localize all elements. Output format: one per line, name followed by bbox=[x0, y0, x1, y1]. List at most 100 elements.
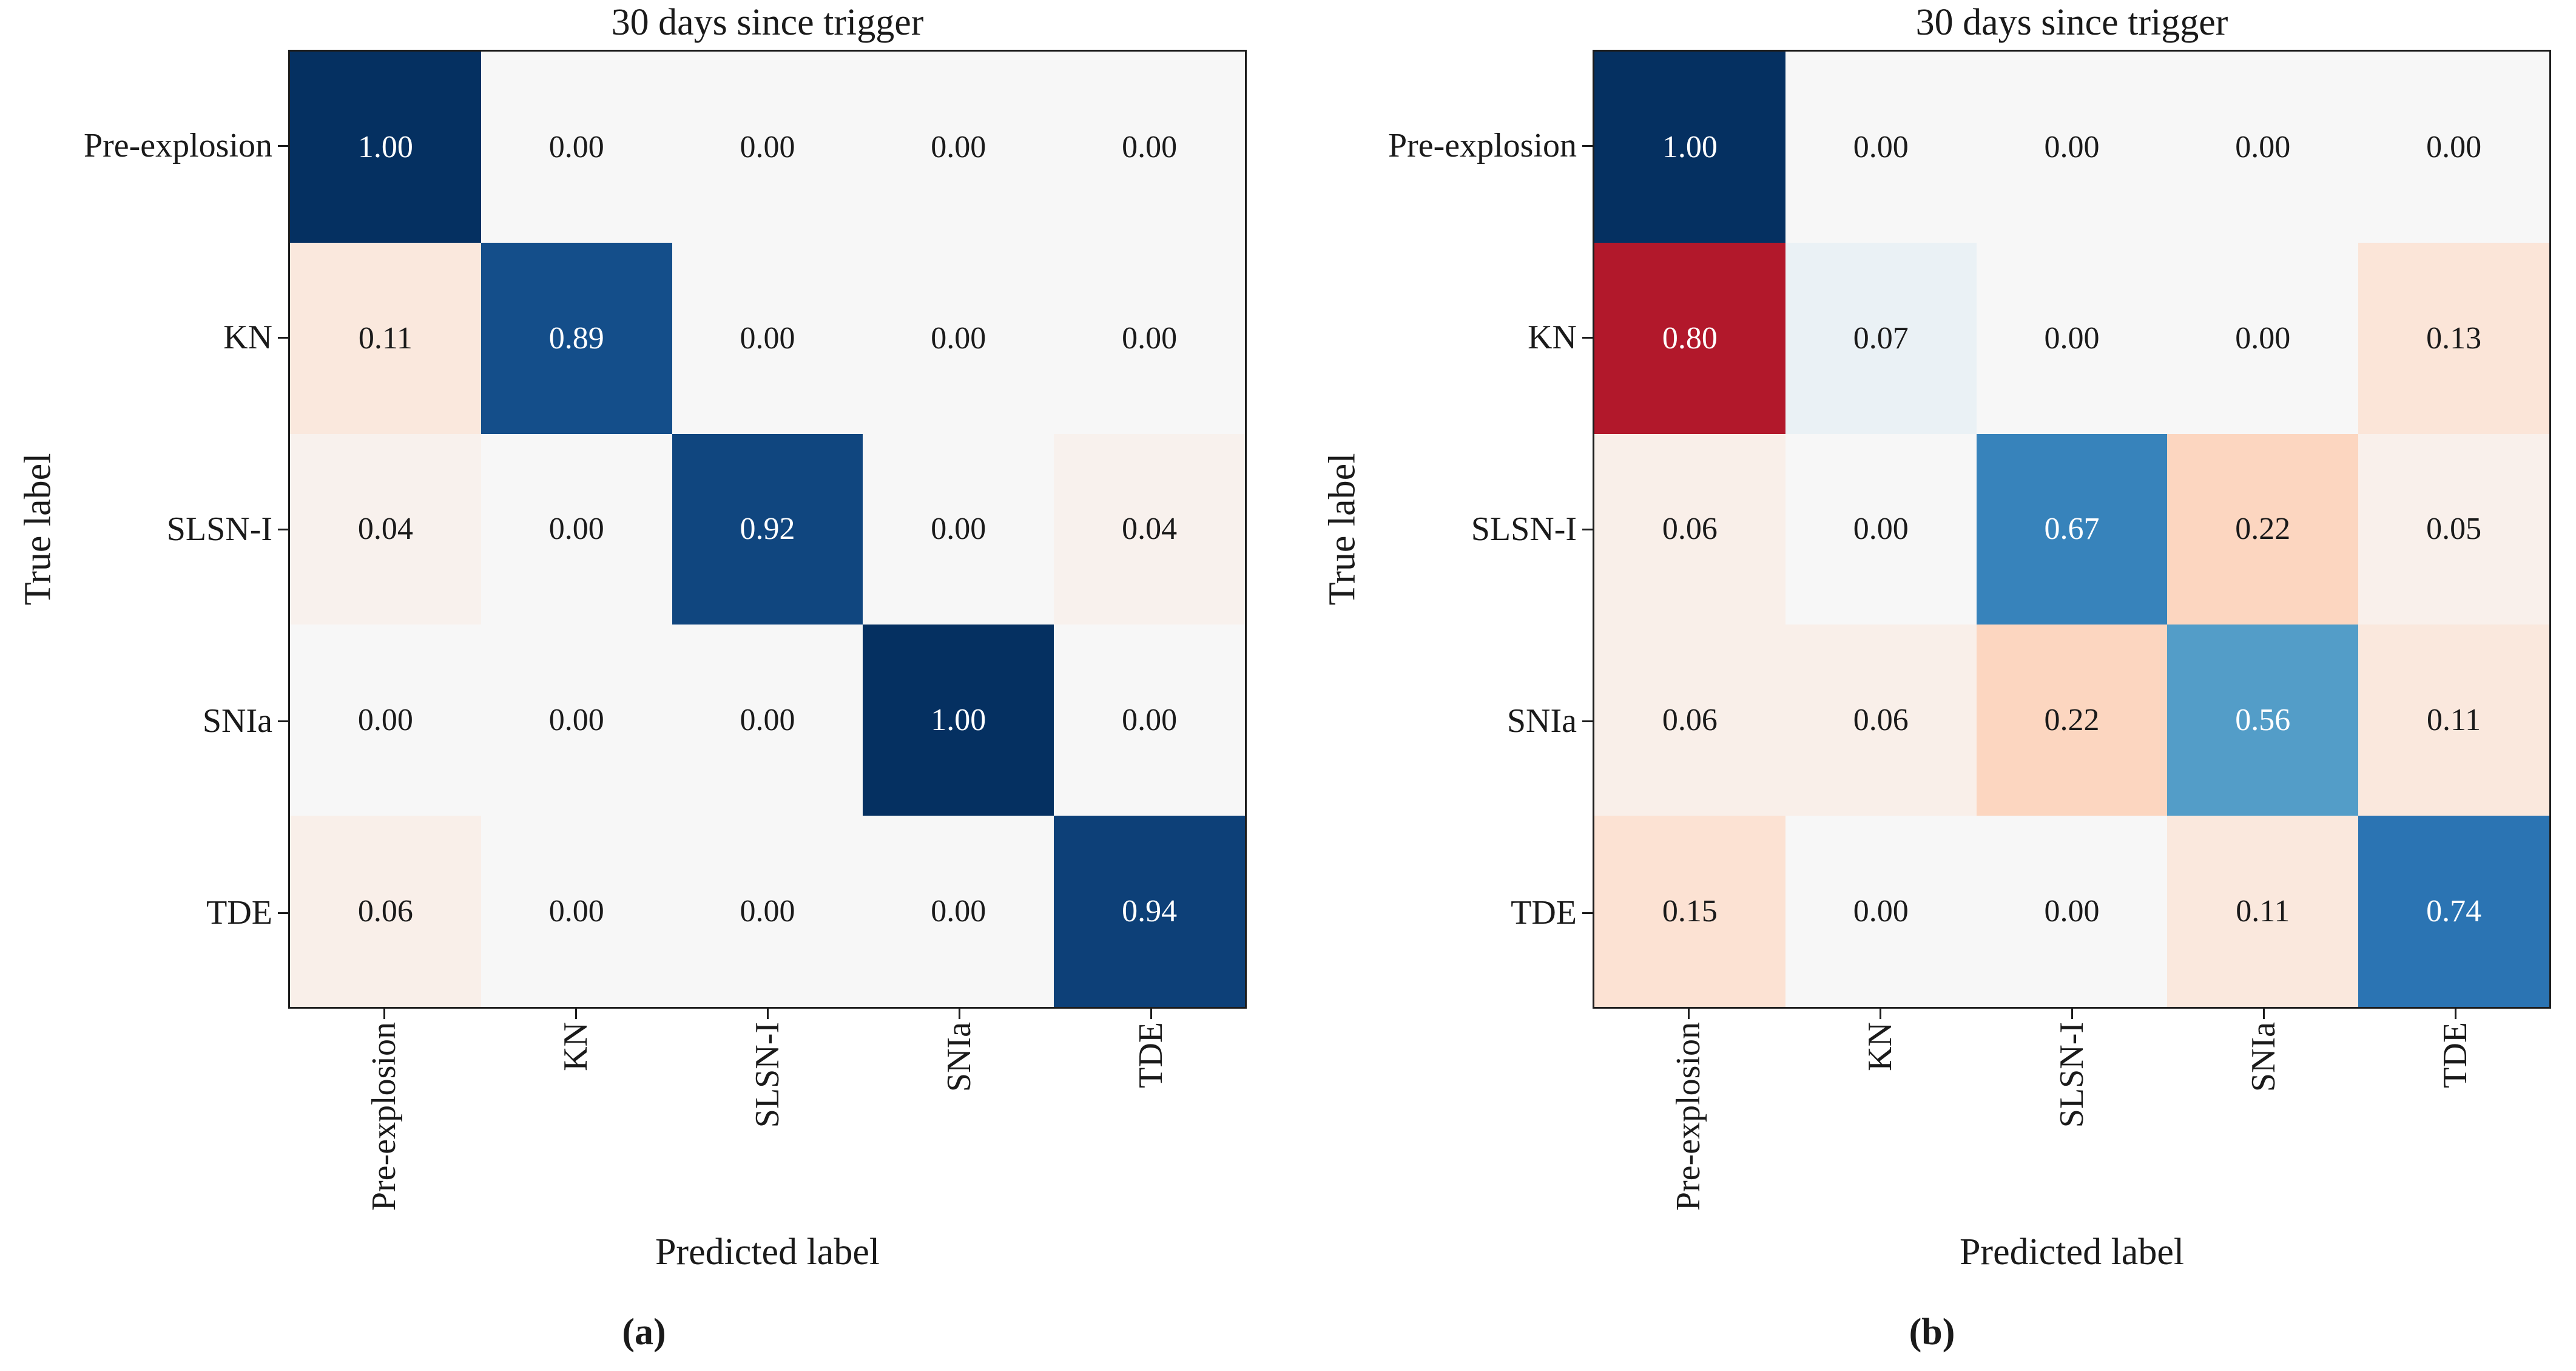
matrix-cell: 0.00 bbox=[480, 816, 672, 1007]
panel-b: 30 days since trigger True label Pre-exp… bbox=[1288, 0, 2576, 1371]
matrix-cell: 0.15 bbox=[1594, 816, 1785, 1007]
y-tick-label: SNIa bbox=[202, 702, 272, 740]
subfigure-caption: (b) bbox=[1288, 1311, 2576, 1354]
matrix-cell: 0.00 bbox=[672, 242, 863, 434]
matrix-cell: 0.00 bbox=[1785, 816, 1977, 1007]
y-tick-label: Pre-explosion bbox=[1387, 127, 1577, 164]
confusion-matrix-heatmap: 1.00 0.00 0.00 0.00 0.00 0.11 0.89 0.00 0.00 0.00… bbox=[288, 50, 1247, 1009]
x-tick-labels: Pre-explosion KN SLSN-I SNIa TDE bbox=[288, 1022, 1247, 1211]
y-axis-tick bbox=[278, 336, 288, 339]
confusion-matrix-heatmap: 1.00 0.00 0.00 0.00 0.00 0.80 0.07 0.00 0.00 0.13… bbox=[1593, 50, 2551, 1009]
y-axis-tick bbox=[1582, 144, 1593, 147]
matrix-cell: 0.06 bbox=[1785, 625, 1977, 816]
matrix-cell: 0.00 bbox=[2358, 52, 2549, 243]
y-tick-label: Pre-explosion bbox=[83, 127, 272, 164]
matrix-cell: 0.89 bbox=[480, 242, 672, 434]
matrix-cell: 0.06 bbox=[1594, 625, 1785, 816]
matrix-cell: 0.00 bbox=[672, 52, 863, 243]
y-tick-label: SLSN-I bbox=[166, 510, 272, 548]
matrix-cell: 0.04 bbox=[290, 433, 481, 625]
x-axis-tick bbox=[2071, 1009, 2073, 1019]
matrix-cell: 0.00 bbox=[672, 816, 863, 1007]
matrix-cell: 1.00 bbox=[290, 52, 481, 243]
y-axis-tick bbox=[1582, 336, 1593, 339]
matrix-cell: 0.11 bbox=[2167, 816, 2359, 1007]
matrix-cell: 0.00 bbox=[480, 625, 672, 816]
matrix-cell: 0.00 bbox=[1785, 52, 1977, 243]
x-tick-label: Pre-explosion bbox=[1670, 1022, 1707, 1211]
subfigure-caption-text: (a) bbox=[622, 1312, 666, 1353]
matrix-cell: 0.00 bbox=[1976, 242, 2168, 434]
x-tick-label: Pre-explosion bbox=[365, 1022, 403, 1211]
subfigure-caption-text: (b) bbox=[1909, 1312, 1955, 1353]
y-axis-tick bbox=[1582, 720, 1593, 722]
x-tick-label: SNIa bbox=[2245, 1022, 2282, 1092]
matrix-cell: 0.00 bbox=[480, 433, 672, 625]
matrix-cell: 0.00 bbox=[1054, 52, 1245, 243]
subfigure-caption: (a) bbox=[0, 1311, 1288, 1354]
matrix-cell: 0.22 bbox=[1976, 625, 2168, 816]
matrix-cell: 0.06 bbox=[1594, 433, 1785, 625]
x-tick-label: KN bbox=[557, 1022, 595, 1071]
x-axis-tick bbox=[1687, 1009, 1690, 1019]
matrix-cell: 0.00 bbox=[1976, 52, 2168, 243]
matrix-cell: 0.07 bbox=[1785, 242, 1977, 434]
matrix-cell: 0.22 bbox=[2167, 433, 2359, 625]
y-axis-tick bbox=[278, 528, 288, 530]
x-tick-label: SLSN-I bbox=[2053, 1022, 2091, 1128]
y-axis-tick bbox=[1582, 528, 1593, 530]
x-tick-label: TDE bbox=[2436, 1022, 2474, 1088]
x-tick-label: SLSN-I bbox=[749, 1022, 786, 1128]
y-axis-tick bbox=[278, 144, 288, 147]
x-axis-tick bbox=[383, 1009, 385, 1019]
y-axis-tick bbox=[1582, 912, 1593, 914]
matrix-cell: 0.13 bbox=[2358, 242, 2549, 434]
y-tick-labels: Pre-explosion KN SLSN-I SNIa TDE bbox=[1288, 50, 1577, 1009]
matrix-cell: 0.00 bbox=[2167, 242, 2359, 434]
x-axis-tick bbox=[2262, 1009, 2265, 1019]
x-tick-label: TDE bbox=[1132, 1022, 1170, 1088]
matrix-cell: 0.00 bbox=[1054, 242, 1245, 434]
matrix-cell: 0.00 bbox=[863, 816, 1054, 1007]
matrix-cell: 0.80 bbox=[1594, 242, 1785, 434]
matrix-cell: 0.00 bbox=[290, 625, 481, 816]
matrix-cell: 0.06 bbox=[290, 816, 481, 1007]
x-axis-label: Predicted label bbox=[1959, 1231, 2185, 1273]
x-tick-label: KN bbox=[1861, 1022, 1899, 1071]
y-tick-labels: Pre-explosion KN SLSN-I SNIa TDE bbox=[0, 50, 272, 1009]
matrix-cell: 0.00 bbox=[1976, 816, 2168, 1007]
x-axis-tick bbox=[2454, 1009, 2456, 1019]
y-tick-label: SNIa bbox=[1506, 702, 1577, 740]
x-axis-tick bbox=[1150, 1009, 1152, 1019]
matrix-cell: 0.94 bbox=[1054, 816, 1245, 1007]
x-axis-tick bbox=[958, 1009, 960, 1019]
matrix-cell: 1.00 bbox=[1594, 52, 1785, 243]
matrix-cell: 1.00 bbox=[863, 625, 1054, 816]
y-tick-label: TDE bbox=[206, 894, 272, 932]
x-axis-label: Predicted label bbox=[655, 1231, 880, 1273]
matrix-cell: 0.67 bbox=[1976, 433, 2168, 625]
x-tick-label: SNIa bbox=[940, 1022, 978, 1092]
matrix-cell: 0.00 bbox=[672, 625, 863, 816]
x-tick-labels: Pre-explosion KN SLSN-I SNIa TDE bbox=[1593, 1022, 2551, 1211]
x-axis-tick bbox=[766, 1009, 769, 1019]
y-axis-tick bbox=[278, 720, 288, 722]
matrix-cell: 0.00 bbox=[863, 242, 1054, 434]
matrix-cell: 0.56 bbox=[2167, 625, 2359, 816]
matrix-cell: 0.00 bbox=[1785, 433, 1977, 625]
y-tick-label: KN bbox=[223, 319, 272, 356]
matrix-cell: 0.92 bbox=[672, 433, 863, 625]
matrix-cell: 0.00 bbox=[1054, 625, 1245, 816]
matrix-cell: 0.11 bbox=[2358, 625, 2549, 816]
matrix-cell: 0.00 bbox=[2167, 52, 2359, 243]
matrix-cell: 0.11 bbox=[290, 242, 481, 434]
matrix-cell: 0.00 bbox=[480, 52, 672, 243]
plot-title: 30 days since trigger bbox=[611, 2, 924, 43]
x-axis-tick bbox=[575, 1009, 577, 1019]
matrix-cell: 0.00 bbox=[863, 433, 1054, 625]
y-tick-label: KN bbox=[1528, 319, 1577, 356]
plot-title: 30 days since trigger bbox=[1915, 2, 2228, 43]
panel-a: 30 days since trigger True label Pre-exp… bbox=[0, 2, 1288, 1354]
matrix-cell: 0.05 bbox=[2358, 433, 2549, 625]
